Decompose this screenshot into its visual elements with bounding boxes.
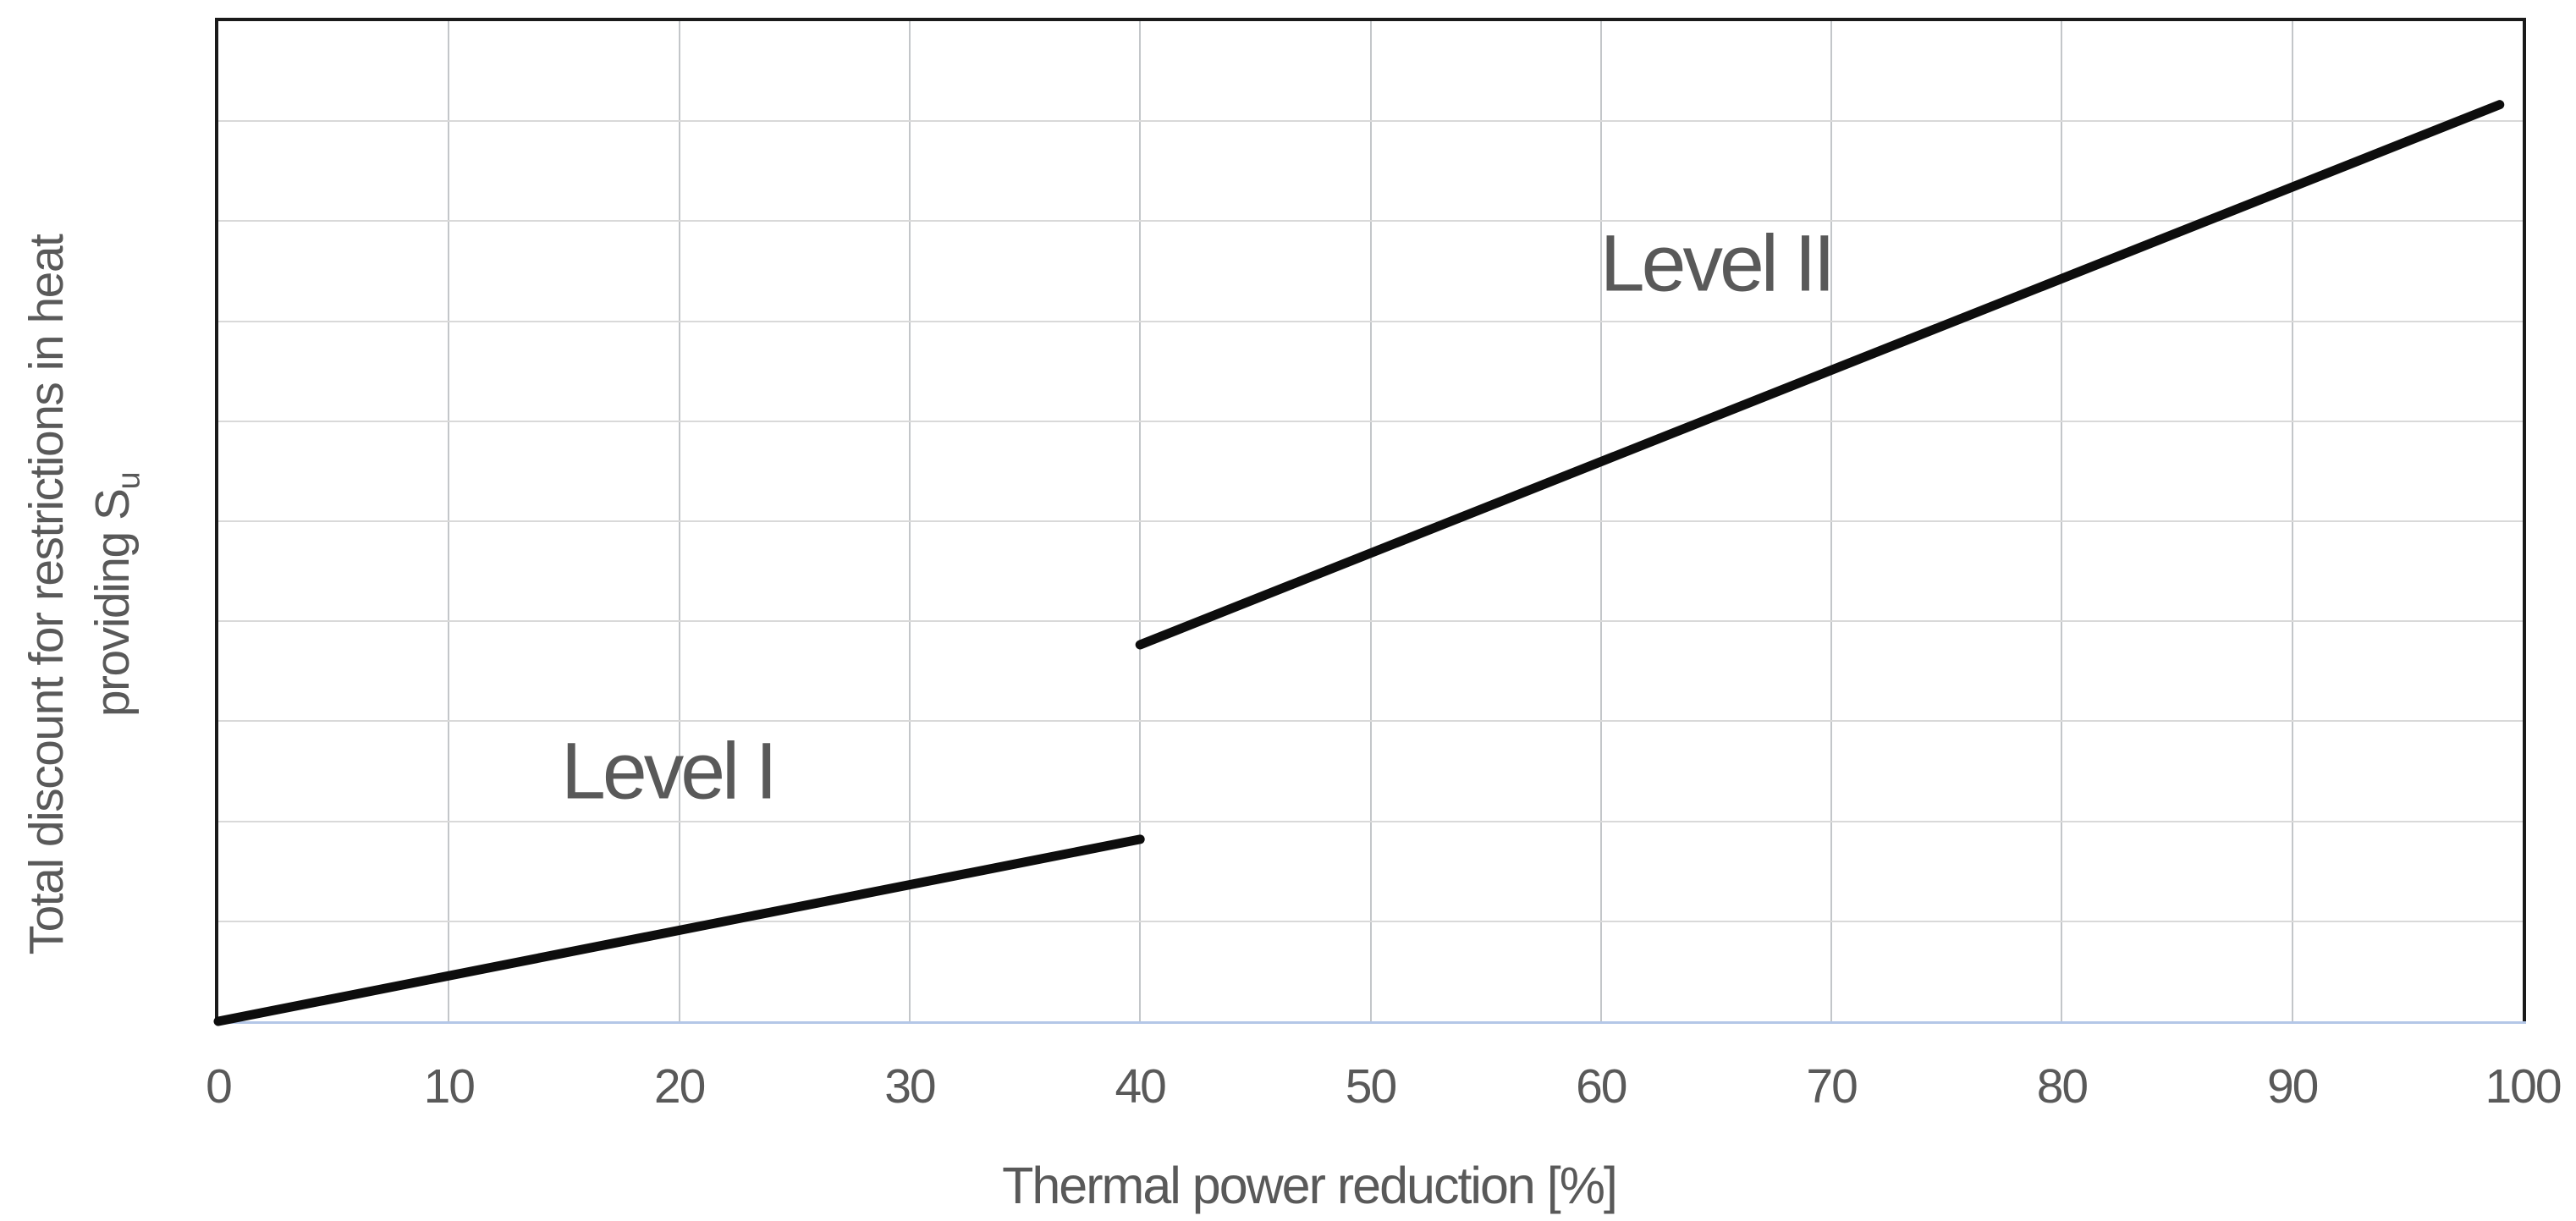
series-label-level-i: Level I bbox=[561, 726, 778, 816]
x-tick-label: 40 bbox=[1115, 1059, 1166, 1114]
y-axis-title-line2: providing Su bbox=[85, 472, 147, 718]
series-line-level-ii bbox=[1135, 100, 2505, 650]
gridline-horizontal bbox=[218, 520, 2523, 522]
y-axis-title-line1: Total discount for restrictions in heat bbox=[19, 234, 74, 955]
gridline-horizontal bbox=[218, 120, 2523, 123]
x-tick-label: 10 bbox=[423, 1059, 476, 1114]
gridline-horizontal bbox=[218, 720, 2523, 723]
plot-border-top bbox=[215, 18, 2526, 21]
x-tick-label: 60 bbox=[1576, 1059, 1627, 1114]
plot-border-left bbox=[215, 18, 218, 1021]
x-tick-label: 20 bbox=[653, 1059, 706, 1114]
x-tick-label: 30 bbox=[884, 1059, 936, 1114]
series-svg bbox=[213, 100, 2505, 1026]
series-label-level-ii: Level II bbox=[1599, 218, 1836, 309]
gridline-horizontal bbox=[218, 320, 2523, 322]
gridline-horizontal bbox=[218, 920, 2523, 922]
plot-area: Level I Level II 0 10 20 30 40 50 60 70 80 90 100 bbox=[206, 18, 2562, 1114]
series-line-level-i bbox=[213, 834, 1145, 1026]
x-tick-label: 0 bbox=[206, 1059, 233, 1114]
x-tick-label: 100 bbox=[2485, 1059, 2562, 1114]
x-tick-label: 80 bbox=[2036, 1059, 2089, 1114]
subscript-u: u bbox=[111, 472, 147, 490]
x-tick-label: 50 bbox=[1345, 1059, 1397, 1114]
x-axis-title: Thermal power reduction [%] bbox=[1002, 1157, 1618, 1214]
gridline-horizontal bbox=[218, 220, 2523, 223]
x-axis-line bbox=[215, 1021, 2526, 1024]
gridline-horizontal bbox=[218, 620, 2523, 623]
plot-border-right bbox=[2523, 18, 2526, 1021]
gridline-horizontal bbox=[218, 820, 2523, 822]
y-axis-title: Total discount for restrictions in heat … bbox=[14, 129, 149, 1060]
x-tick-label: 70 bbox=[1806, 1059, 1858, 1114]
gridline-horizontal bbox=[218, 420, 2523, 422]
x-tick-label: 90 bbox=[2266, 1059, 2319, 1114]
